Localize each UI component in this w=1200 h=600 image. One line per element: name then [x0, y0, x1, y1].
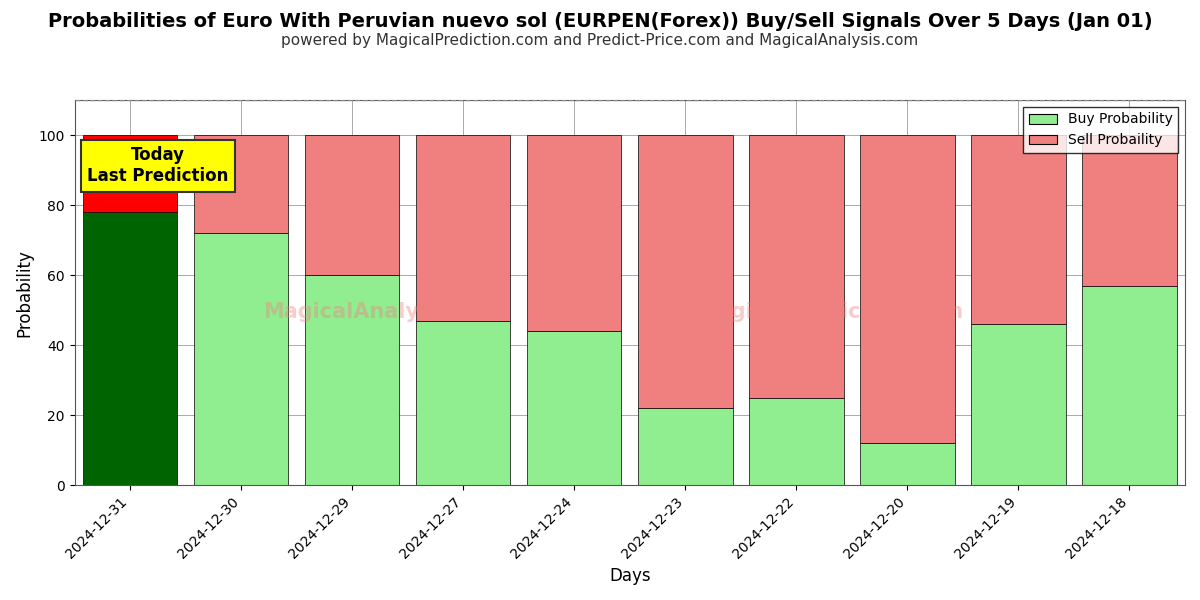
Bar: [527, 135, 622, 331]
Bar: [971, 135, 1066, 324]
Text: Probabilities of Euro With Peruvian nuevo sol (EURPEN(Forex)) Buy/Sell Signals O: Probabilities of Euro With Peruvian nuev…: [48, 12, 1152, 31]
Legend: Buy Probability, Sell Probaility: Buy Probability, Sell Probaility: [1024, 107, 1178, 153]
Bar: [305, 135, 400, 275]
Bar: [860, 135, 955, 443]
Bar: [305, 275, 400, 485]
Bar: [749, 398, 844, 485]
Text: powered by MagicalPrediction.com and Predict-Price.com and MagicalAnalysis.com: powered by MagicalPrediction.com and Pre…: [281, 33, 919, 48]
Bar: [860, 443, 955, 485]
Bar: [416, 320, 510, 485]
Text: Today
Last Prediction: Today Last Prediction: [88, 146, 229, 185]
Bar: [83, 135, 178, 212]
Bar: [194, 135, 288, 233]
Text: MagicalPrediction.com: MagicalPrediction.com: [696, 302, 964, 322]
Bar: [527, 331, 622, 485]
Bar: [83, 212, 178, 485]
Bar: [971, 324, 1066, 485]
Bar: [416, 135, 510, 320]
Bar: [194, 233, 288, 485]
X-axis label: Days: Days: [610, 567, 650, 585]
Bar: [638, 408, 732, 485]
Y-axis label: Probability: Probability: [16, 248, 34, 337]
Bar: [638, 135, 732, 408]
Bar: [1082, 286, 1177, 485]
Bar: [1082, 135, 1177, 286]
Bar: [749, 135, 844, 398]
Text: MagicalAnalysis.com: MagicalAnalysis.com: [263, 302, 508, 322]
